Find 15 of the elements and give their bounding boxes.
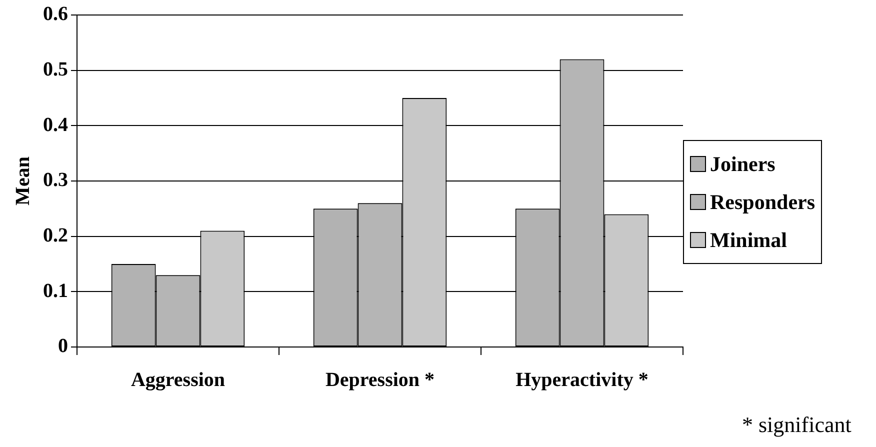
y-tick-label: 0.6 (43, 3, 68, 26)
y-tick-label: 0.3 (43, 169, 68, 192)
text: * significant (742, 412, 852, 438)
legend-label: Responders (710, 190, 816, 214)
legend-label: Minimal (710, 228, 787, 252)
legend-label: Joiners (710, 152, 776, 176)
x-tick-label: Aggression (130, 369, 226, 392)
y-tick-label: 0 (58, 335, 68, 358)
y-tick-label: 0.1 (43, 280, 68, 302)
y-tick-label: 0.4 (43, 114, 68, 136)
x-tick-label: Hyperactivity * (516, 369, 648, 392)
y-axis-title: Mean (12, 156, 34, 206)
y-tick-label: 0.5 (43, 58, 68, 81)
y-tick-label: 0.2 (43, 224, 68, 247)
x-tick-label: Depression * (325, 369, 435, 392)
